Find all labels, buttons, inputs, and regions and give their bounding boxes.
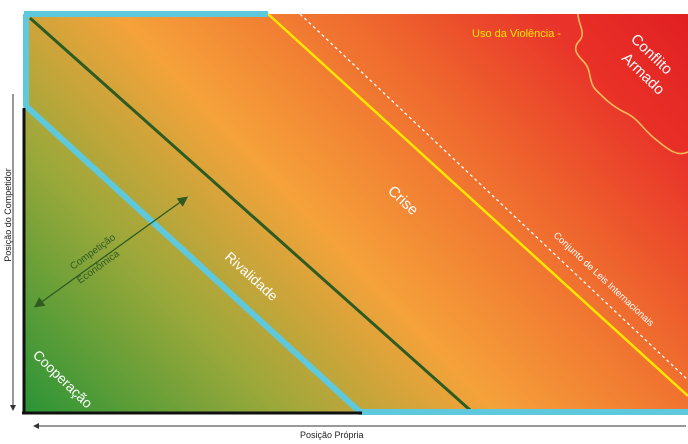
use-of-violence-label: Uso da Violência - bbox=[472, 28, 561, 40]
armed-conflict-region bbox=[575, 14, 688, 154]
crisis-boundary-line bbox=[267, 13, 688, 397]
international-law-line bbox=[299, 13, 688, 381]
x-axis-label: Posição Própria bbox=[300, 430, 364, 440]
rivalry-boundary-line bbox=[29, 16, 471, 412]
y-axis-label: Posição do Competidor bbox=[3, 168, 13, 262]
cooperation-boundary-lower bbox=[23, 14, 688, 415]
economic-competition-arrow bbox=[33, 196, 189, 308]
armed-conflict-border bbox=[574, 13, 688, 155]
spectrum-background bbox=[24, 14, 688, 412]
